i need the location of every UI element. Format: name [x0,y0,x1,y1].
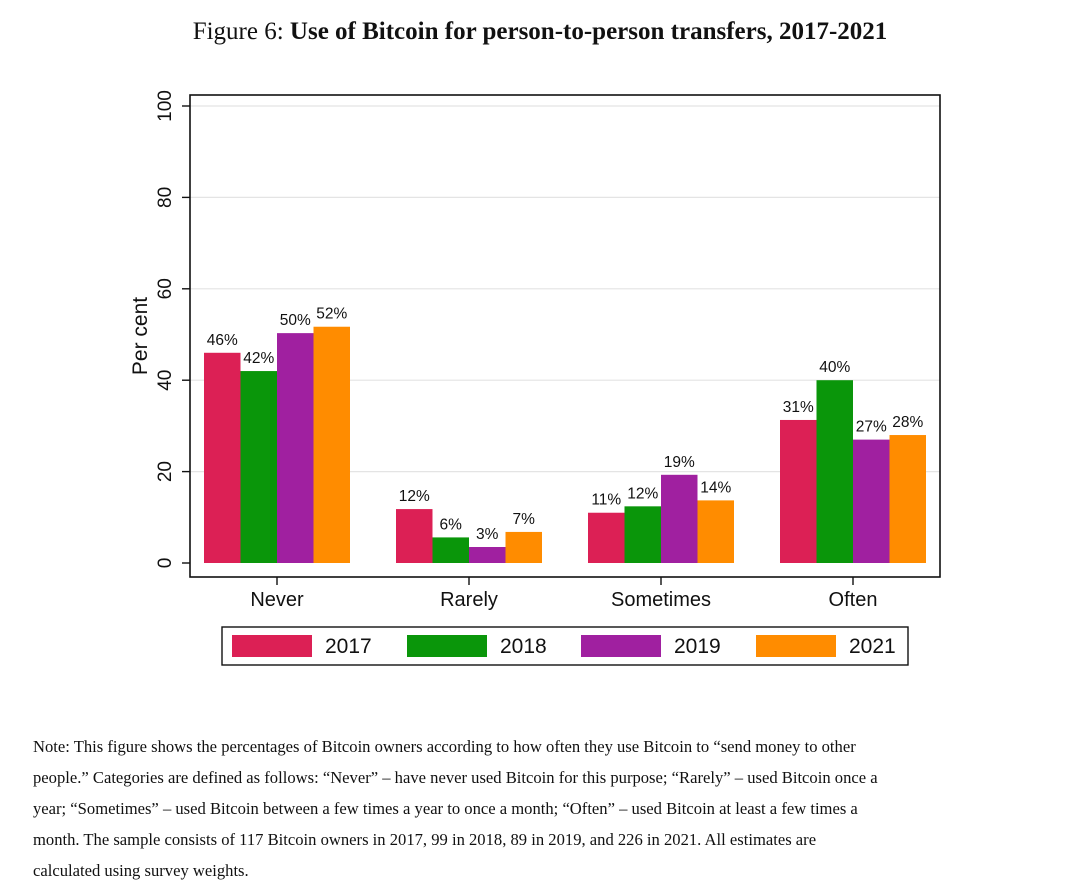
note-line-2: people.” Categories are defined as follo… [33,768,878,787]
data-label-never-2021: 52% [316,306,347,323]
x-tick-label-rarely: Rarely [440,589,498,611]
data-label-rarely-2019: 3% [476,526,499,543]
y-tick-label-100: 100 [155,90,176,122]
data-label-sometimes-2017: 11% [591,492,621,509]
data-label-never-2018: 42% [243,350,274,367]
bars [204,326,926,563]
data-label-often-2019: 27% [856,419,887,436]
y-tick-label-0: 0 [155,558,176,569]
legend-label-2021: 2021 [849,635,896,658]
data-label-often-2017: 31% [783,399,814,416]
figure-number: Figure 6: [192,18,284,45]
x-tick-label-often: Often [829,589,878,611]
bar-rarely-2021 [505,531,542,563]
y-tick-label-80: 80 [155,187,176,208]
bar-often-2021 [889,435,926,563]
bar-rarely-2017 [396,509,433,563]
x-tick-label-sometimes: Sometimes [611,589,711,611]
legend-label-2017: 2017 [325,635,372,658]
y-tick-label-20: 20 [155,461,176,482]
legend-swatch-2017 [232,635,312,657]
data-label-never-2017: 46% [207,332,238,349]
data-label-rarely-2021: 7% [513,511,536,528]
figure-note: Note: This figure shows the percentages … [33,731,1058,886]
bar-sometimes-2019 [661,474,698,563]
legend-label-2019: 2019 [674,635,721,658]
note-line-4: month. The sample consists of 117 Bitcoi… [33,830,817,849]
bar-often-2017 [780,419,817,563]
bar-never-2021 [313,326,350,563]
bar-often-2019 [853,439,890,563]
y-tick-label-40: 40 [155,370,176,391]
bar-often-2018 [816,380,853,563]
y-axis-label: Per cent [129,297,152,375]
bar-never-2017 [204,352,241,563]
note-line-5: calculated using survey weights. [33,861,249,880]
legend: 2017 2018 2019 2021 [221,626,909,666]
legend-swatch-2021 [756,635,836,657]
bar-rarely-2018 [432,537,469,563]
bar-sometimes-2021 [697,500,734,563]
x-tick-label-never: Never [250,589,304,611]
data-label-never-2019: 50% [280,312,311,329]
legend-label-2018: 2018 [500,635,547,658]
legend-swatch-2018 [407,635,487,657]
bar-never-2018 [240,371,277,563]
data-label-often-2021: 28% [892,414,923,431]
bar-chart: 46% 42% 50% 52% 12% 6% 3% 7% 11% 12% 19% 14% 31% 40% 2… [129,90,941,666]
bar-never-2019 [277,333,314,563]
bar-sometimes-2017 [588,512,625,563]
axes: 0 20 40 60 80 100 Never Rarely Sometimes Often [155,90,877,611]
note-line-1: Note: This figure shows the percentages … [33,737,856,756]
data-label-sometimes-2021: 14% [700,479,731,496]
figure-title-text: Use of Bitcoin for person-to-person tran… [289,18,888,45]
bar-sometimes-2018 [624,506,661,563]
figure-title: Figure 6: Use of Bitcoin for person-to-p… [0,18,1080,46]
plot-frame [189,94,941,578]
data-labels: 46% 42% 50% 52% 12% 6% 3% 7% 11% 12% 19% 14% 31% 40% 2… [207,306,924,543]
data-label-sometimes-2019: 19% [664,454,695,471]
data-label-often-2018: 40% [819,359,850,376]
legend-swatch-2019 [581,635,661,657]
data-label-sometimes-2018: 12% [627,485,658,502]
data-label-rarely-2018: 6% [440,516,463,533]
y-tick-label-60: 60 [155,278,176,299]
bar-rarely-2019 [469,547,506,563]
note-line-3: year; “Sometimes” – used Bitcoin between… [33,799,858,818]
data-label-rarely-2017: 12% [399,488,430,505]
